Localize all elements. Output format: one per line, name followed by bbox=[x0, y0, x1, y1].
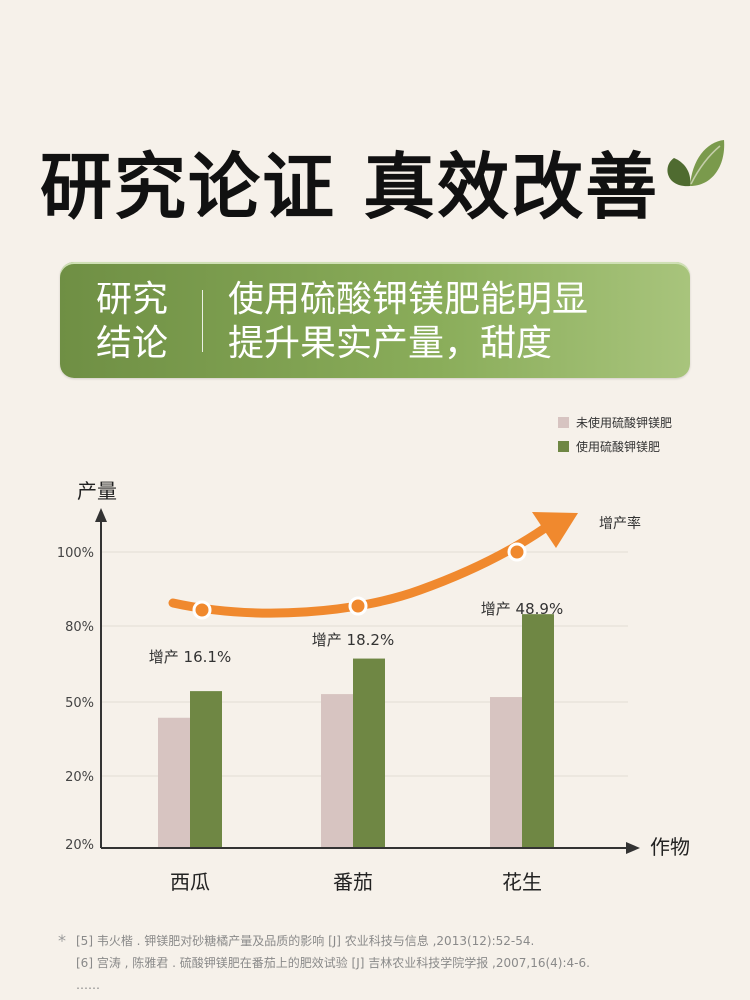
page-title: 研究论证 真效改善 bbox=[40, 145, 660, 229]
yield-chart: 未使用硫酸钾镁肥 使用硫酸钾镁肥 产量 作物 20%20%50%80%100% … bbox=[57, 415, 690, 894]
increase-annotation: 增产 16.1% bbox=[149, 648, 231, 666]
banner-text: 使用硫酸钾镁肥能明显 提升果实产量，甜度 bbox=[228, 278, 678, 366]
legend-swatch-without bbox=[558, 417, 569, 428]
growth-point bbox=[348, 596, 368, 616]
bar-with-fertilizer bbox=[353, 658, 385, 848]
legend: 未使用硫酸钾镁肥 使用硫酸钾镁肥 bbox=[558, 415, 672, 454]
y-axis-arrowhead bbox=[95, 508, 107, 522]
category-label: 西瓜 bbox=[170, 870, 210, 894]
bar-with-fertilizer bbox=[190, 691, 222, 848]
y-tick-label: 80% bbox=[65, 620, 94, 635]
increase-annotations: 增产 16.1% 增产 18.2% 增产 48.9% bbox=[149, 600, 563, 666]
x-tick-labels: 西瓜 番茄 花生 bbox=[170, 870, 542, 894]
legend-label-without: 未使用硫酸钾镁肥 bbox=[576, 415, 672, 430]
y-tick-label: 50% bbox=[65, 696, 94, 711]
banner-label-line: 结论 bbox=[96, 323, 169, 364]
growth-arrow-body bbox=[168, 523, 550, 618]
increase-annotation: 增产 48.9% bbox=[481, 600, 563, 618]
y-tick-label: 100% bbox=[57, 546, 94, 561]
legend-swatch-with bbox=[558, 441, 569, 452]
growth-arrow bbox=[168, 512, 578, 620]
category-label: 番茄 bbox=[333, 870, 373, 894]
bar-without-fertilizer bbox=[321, 694, 353, 848]
reference-line: [5] 韦火楷 . 钾镁肥对砂糖橘产量及品质的影响 [J] 农业科技与信息 ,2… bbox=[76, 934, 535, 948]
growth-point bbox=[507, 542, 527, 562]
y-tick-labels: 20% 20% 50% 80% 100% bbox=[57, 546, 94, 853]
bars bbox=[158, 614, 554, 848]
trend-label: 增产率 bbox=[599, 515, 641, 532]
reference-line: [6] 宫涛 , 陈雅君 . 硫酸钾镁肥在番茄上的肥效试验 [J] 吉林农业科技… bbox=[76, 956, 590, 970]
x-axis-arrowhead bbox=[626, 842, 640, 854]
references: * [5] 韦火楷 . 钾镁肥对砂糖橘产量及品质的影响 [J] 农业科技与信息 … bbox=[58, 930, 738, 996]
category-label: 花生 bbox=[502, 870, 542, 894]
y-tick-label: 20% bbox=[65, 838, 94, 853]
x-axis-title: 作物 bbox=[650, 835, 690, 859]
increase-annotation: 增产 18.2% bbox=[312, 631, 394, 649]
reference-star: * bbox=[58, 931, 66, 950]
growth-point bbox=[192, 600, 212, 620]
leaf-icon bbox=[667, 140, 725, 187]
reference-line: …… bbox=[76, 978, 100, 992]
growth-arrow-head bbox=[532, 512, 578, 548]
banner-label: 研究 结论 bbox=[96, 278, 186, 366]
legend-label-with: 使用硫酸钾镁肥 bbox=[576, 439, 660, 454]
bar-without-fertilizer bbox=[158, 717, 190, 848]
y-axis-title: 产量 bbox=[77, 479, 117, 503]
banner-divider bbox=[202, 290, 203, 352]
banner-text-line: 使用硫酸钾镁肥能明显 bbox=[228, 279, 589, 320]
banner-text-line: 提升果实产量，甜度 bbox=[228, 323, 553, 364]
conclusion-banner: 研究 结论 使用硫酸钾镁肥能明显 提升果实产量，甜度 bbox=[60, 262, 690, 378]
y-tick-label: 20% bbox=[65, 770, 94, 785]
bar-with-fertilizer bbox=[522, 614, 554, 848]
bar-without-fertilizer bbox=[490, 697, 522, 848]
banner-label-line: 研究 bbox=[96, 279, 169, 320]
